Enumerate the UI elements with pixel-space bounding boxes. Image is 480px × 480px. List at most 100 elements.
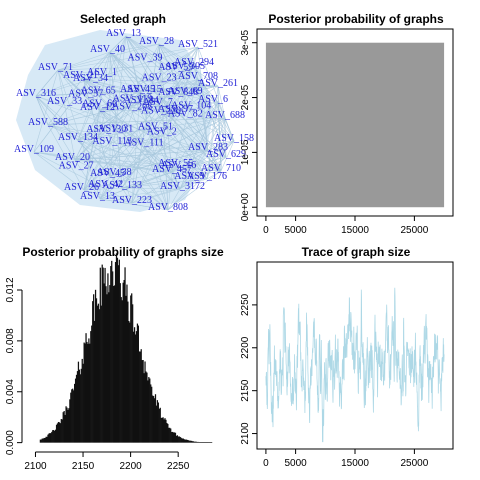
- posterior-graphs-y-axis: 0e+00 1e-05 2e-05 3e-05: [240, 29, 257, 221]
- y-tick-label: 0e+00: [240, 193, 251, 222]
- histogram-bar: [192, 441, 195, 443]
- histogram-bar: [57, 421, 60, 443]
- network-edge: [35, 95, 227, 158]
- histogram-bar: [81, 358, 83, 443]
- network-edge: [99, 175, 111, 200]
- histogram-bars: [39, 253, 213, 443]
- histogram-bar: [46, 436, 48, 443]
- network-node-label: ASV_7: [143, 97, 173, 108]
- network-node-label: ASV_710: [201, 163, 241, 174]
- network-edge: [77, 139, 169, 211]
- histogram-bar: [191, 440, 193, 443]
- histogram-bar: [136, 323, 139, 443]
- network-node-label: ASV_588: [28, 117, 68, 128]
- histogram-bar: [58, 422, 61, 443]
- network-edge: [47, 85, 219, 126]
- histogram-bar: [177, 436, 179, 443]
- network-edge: [33, 51, 111, 153]
- network-node-label: ASV_111: [124, 138, 163, 149]
- network-edge: [82, 77, 111, 177]
- network-edge: [197, 78, 209, 151]
- x-tick-label: 15000: [341, 458, 369, 469]
- network-node-label: ASV_26: [64, 182, 99, 193]
- histogram-bar: [68, 408, 70, 443]
- histogram-bar: [84, 343, 86, 443]
- network-node-label: ASV_130: [86, 124, 126, 135]
- network-node-label: ASV_20: [55, 152, 90, 163]
- network-edge: [193, 64, 209, 151]
- network-edge: [109, 51, 169, 211]
- histogram-bar: [65, 406, 67, 443]
- network-edge: [83, 78, 199, 191]
- network-node-label: ASV_23: [142, 73, 177, 84]
- network-edge: [158, 43, 222, 172]
- network-node-label: ASV_55: [158, 158, 193, 169]
- histogram-bar: [124, 267, 126, 443]
- histogram-bar: [117, 265, 120, 443]
- network-node-label: ASV_208: [112, 101, 152, 112]
- histogram-bar: [76, 371, 79, 443]
- y-tick-label: 0.004: [5, 379, 16, 404]
- histogram-bar: [159, 407, 161, 443]
- network-edge: [125, 35, 235, 142]
- network-edge: [57, 51, 111, 71]
- histogram-bar: [51, 431, 53, 443]
- network-edge: [99, 64, 195, 200]
- network-edge: [77, 35, 127, 141]
- histogram-bar: [163, 419, 165, 443]
- network-edge: [158, 43, 235, 142]
- histogram-bar: [144, 361, 146, 443]
- network-edge: [74, 91, 141, 161]
- histogram-bar: [52, 430, 54, 443]
- network-edge: [131, 78, 199, 204]
- histogram-bar: [119, 283, 121, 443]
- histogram-bar: [172, 432, 175, 443]
- histogram-bar: [179, 436, 181, 443]
- network-node-label: ASV_59: [158, 62, 193, 73]
- x-tick-label: 2200: [119, 461, 142, 472]
- network-edge: [167, 170, 222, 211]
- network-edge: [217, 101, 227, 158]
- network-edge: [57, 69, 181, 190]
- histogram-bar: [203, 442, 205, 443]
- network-edge: [131, 43, 160, 204]
- histogram-bar: [166, 422, 168, 443]
- histogram-bar: [95, 298, 98, 443]
- network-edge: [99, 109, 179, 113]
- histogram-bar: [112, 271, 114, 443]
- histogram-bar: [210, 442, 212, 443]
- histogram-bar: [207, 442, 209, 443]
- network-edge: [57, 46, 199, 71]
- histogram-bar: [125, 295, 127, 443]
- network-edge: [217, 85, 226, 119]
- network-edge: [83, 156, 227, 191]
- histogram-bar: [165, 419, 167, 443]
- posterior-graphs-panel: Posterior probability of graphs 0 5000 150…: [240, 12, 454, 236]
- network-edge: [121, 111, 179, 189]
- network-edge: [57, 69, 169, 211]
- network-edge: [167, 171, 173, 211]
- histogram-bar: [160, 417, 162, 443]
- y-tick-label: 1e-05: [240, 139, 251, 165]
- network-node-label: ASV_134: [58, 132, 98, 143]
- y-tick-label: 2e-05: [240, 84, 251, 110]
- posterior-graphs-x-axis: 0 5000 15000 25000: [263, 216, 429, 236]
- histogram-bar: [107, 273, 109, 443]
- network-node-label: ASV_12: [80, 102, 115, 113]
- network-edge: [35, 95, 76, 161]
- network-edge: [35, 95, 169, 211]
- x-tick-label: 25000: [400, 225, 428, 236]
- histogram-bar: [152, 395, 154, 443]
- network-edge: [57, 69, 76, 161]
- histogram-bar: [200, 442, 202, 443]
- network-edge: [99, 198, 169, 211]
- histogram-bar: [100, 305, 102, 443]
- network-edge: [131, 140, 235, 204]
- histogram-bar: [158, 408, 160, 443]
- histogram-bar: [78, 369, 81, 443]
- histogram-bar: [91, 325, 93, 443]
- network-edge: [77, 117, 226, 141]
- histogram-bar: [104, 267, 106, 443]
- network-edge: [82, 77, 209, 151]
- network-edge: [109, 51, 227, 158]
